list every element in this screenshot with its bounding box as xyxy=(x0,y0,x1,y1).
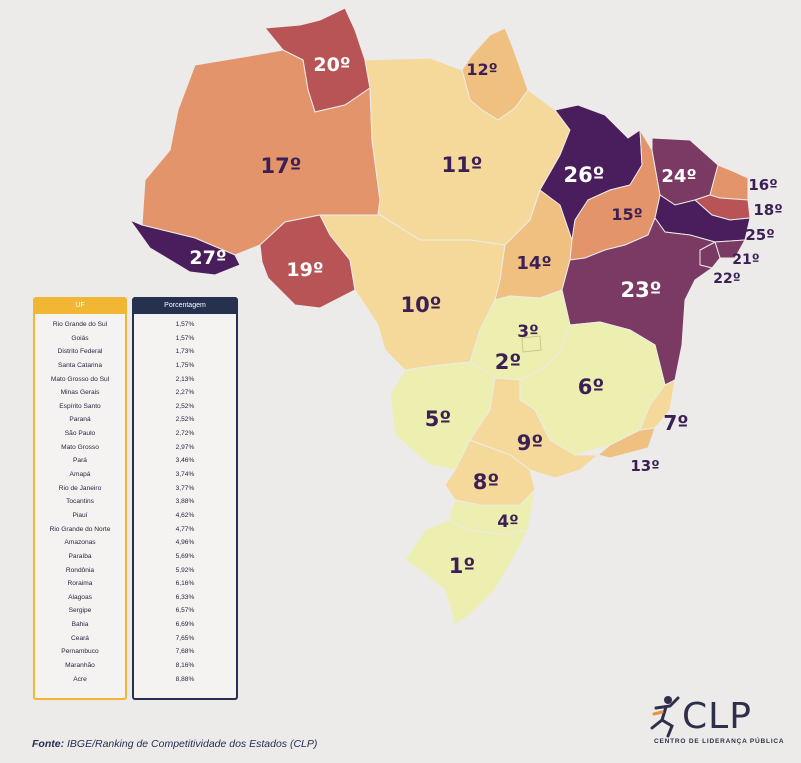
percentage-cell: 1,73% xyxy=(175,348,195,356)
uf-cell: Amapá xyxy=(69,471,91,479)
uf-body: Rio Grande do Sul Goiás Distrito Federal Sa… xyxy=(33,314,127,700)
percentage-cell: 2,52% xyxy=(175,416,195,424)
uf-cell: Pernambuco xyxy=(61,648,99,656)
uf-cell: Paraíba xyxy=(68,552,92,560)
rank-label: 14º xyxy=(516,253,551,274)
source-text: IBGE/Ranking de Competitividade dos Esta… xyxy=(67,738,318,750)
uf-cell: Bahia xyxy=(71,621,89,629)
logo-name: CLP xyxy=(682,696,752,737)
state-acre xyxy=(128,218,241,276)
percentage-cell: 4,62% xyxy=(175,511,195,519)
uf-cell: Pará xyxy=(73,457,87,465)
uf-cell: São Paulo xyxy=(64,430,96,438)
percentage-body: 1,57% 1,57% 1,73% 1,75% 2,13% 2,27% 2,52% 2,52%… xyxy=(132,314,238,700)
percentage-cell: 3,74% xyxy=(175,471,195,479)
percentage-cell: 6,16% xyxy=(175,580,195,588)
logo-subtitle: CENTRO DE LIDERANÇA PÚBLICA xyxy=(654,738,785,745)
rank-label: 7º xyxy=(663,411,688,435)
rank-label: 19º xyxy=(286,259,323,281)
uf-cell: Amazonas xyxy=(64,539,96,547)
uf-cell: Minas Gerais xyxy=(60,389,100,397)
uf-cell: Tocantins xyxy=(66,498,94,506)
rank-label: 27º xyxy=(189,247,226,269)
source-label: Fonte: xyxy=(32,738,65,750)
uf-cell: Distrito Federal xyxy=(57,348,103,356)
uf-cell: Mato Grosso do Sul xyxy=(50,375,110,383)
rank-label: 16º xyxy=(748,176,777,194)
percentage-cell: 1,57% xyxy=(175,334,195,342)
rank-label: 17º xyxy=(260,154,301,178)
uf-cell: Rondônia xyxy=(65,566,95,574)
rank-label: 25º xyxy=(745,226,774,244)
source-note: Fonte: IBGE/Ranking de Competitividade d… xyxy=(32,738,317,750)
uf-cell: Roraima xyxy=(67,580,93,588)
rank-label: 8º xyxy=(473,470,499,494)
percentage-cell: 3,88% xyxy=(175,498,195,506)
percentage-cell: 4,96% xyxy=(175,539,195,547)
uf-cell: Santa Catarina xyxy=(58,361,102,369)
state-distrito-federal xyxy=(521,335,542,353)
rank-label: 26º xyxy=(563,163,604,187)
percentage-cell: 2,52% xyxy=(175,402,195,410)
uf-cell: Rio Grande do Norte xyxy=(49,525,111,533)
uf-cell: Piauí xyxy=(72,511,88,519)
percentage-cell: 3,77% xyxy=(175,484,195,492)
uf-cell: Maranhão xyxy=(65,662,95,670)
rank-label: 24º xyxy=(661,166,696,187)
rank-label: 23º xyxy=(620,278,661,302)
rank-label: 13º xyxy=(630,457,659,475)
rank-label: 20º xyxy=(313,54,350,76)
rank-label: 3º xyxy=(517,322,538,342)
uf-cell: Acre xyxy=(73,675,87,683)
rank-label: 15º xyxy=(611,205,642,224)
rank-labels: 1º 2º 3º 4º 5º 6º 7º 8º 9º 10º 11º 12º 1… xyxy=(189,54,782,578)
percentage-cell: 8,16% xyxy=(175,662,195,670)
uf-cell: Rio de Janeiro xyxy=(58,484,102,492)
uf-header: UF xyxy=(33,297,127,314)
rank-label: 22º xyxy=(713,271,740,287)
percentage-cell: 7,65% xyxy=(175,634,195,642)
rank-label: 4º xyxy=(497,512,518,532)
uf-column: UF Rio Grande do Sul Goiás Distrito Federa… xyxy=(33,297,127,700)
uf-cell: Mato Grosso xyxy=(61,443,99,451)
uf-cell: Ceará xyxy=(71,634,89,642)
uf-cell: Rio Grande do Sul xyxy=(52,321,108,328)
rank-label: 9º xyxy=(517,431,543,455)
rank-label: 18º xyxy=(753,201,782,219)
uf-cell: Alagoas xyxy=(68,593,92,601)
percentage-cell: 2,97% xyxy=(175,443,195,451)
uf-cell: Sergipe xyxy=(68,607,92,615)
percentage-header: Porcentagem xyxy=(132,297,238,314)
percentage-cell: 6,57% xyxy=(175,607,195,615)
uf-cell: Paraná xyxy=(69,416,91,424)
rank-label: 12º xyxy=(466,60,497,79)
rank-label: 6º xyxy=(578,375,604,399)
percentage-cell: 5,69% xyxy=(175,552,195,560)
rank-label: 1º xyxy=(449,554,475,578)
clp-logo: CLP CENTRO DE LIDERANÇA PÚBLICA xyxy=(648,694,798,754)
uf-cell: Espírito Santo xyxy=(59,402,101,410)
rank-label: 10º xyxy=(400,293,441,317)
runner-figure-icon xyxy=(650,696,680,738)
state-rio-grande-do-sul xyxy=(404,519,529,626)
rank-label: 21º xyxy=(732,252,759,268)
percentage-cell: 6,33% xyxy=(175,593,195,601)
rank-label: 5º xyxy=(425,407,451,431)
percentage-cell: 8,88% xyxy=(175,675,195,683)
percentage-cell: 1,57% xyxy=(175,321,195,328)
percentage-cell: 2,72% xyxy=(175,430,195,438)
uf-cell: Goiás xyxy=(71,334,89,342)
percentage-cell: 5,92% xyxy=(175,566,195,574)
percentage-cell: 2,27% xyxy=(175,389,195,397)
rank-label: 11º xyxy=(441,153,482,177)
percentage-cell: 6,69% xyxy=(175,621,195,629)
percentage-column: Porcentagem 1,57% 1,57% 1,73% 1,75% 2,13% 2,2… xyxy=(132,297,238,700)
percentage-cell: 1,75% xyxy=(175,361,195,369)
percentage-cell: 3,46% xyxy=(175,457,195,465)
percentage-cell: 2,13% xyxy=(175,375,195,383)
percentage-cell: 7,68% xyxy=(175,648,195,656)
rank-label: 2º xyxy=(495,350,521,374)
percentage-cell: 4,77% xyxy=(175,525,195,533)
